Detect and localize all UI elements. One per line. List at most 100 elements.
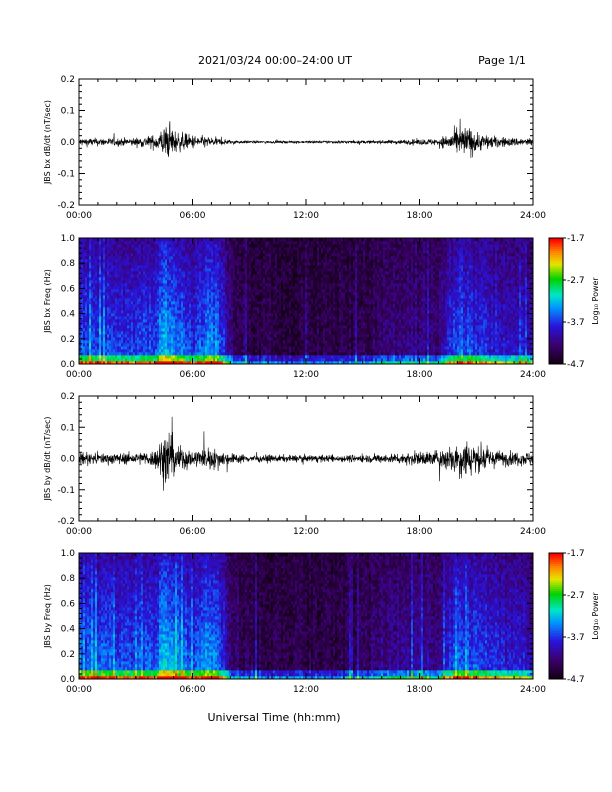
heatmap-cell (131, 268, 134, 272)
heatmap-cell (245, 358, 248, 362)
heatmap-cell (249, 295, 252, 299)
heatmap-cell (307, 304, 310, 308)
heatmap-cell (161, 289, 164, 293)
heatmap-cell (243, 307, 246, 311)
heatmap-cell (249, 316, 252, 320)
heatmap-cell (215, 316, 218, 320)
heatmap-cell (85, 361, 88, 365)
heatmap-cell (155, 355, 158, 359)
heatmap-cell (207, 295, 210, 299)
heatmap-cell (227, 274, 230, 278)
heatmap-cell (289, 343, 292, 347)
heatmap-cell (227, 268, 230, 272)
heatmap-cell (145, 340, 148, 344)
heatmap-cell (193, 289, 196, 293)
heatmap-cell (87, 250, 90, 254)
heatmap-cell (83, 313, 86, 317)
heatmap-cell (307, 358, 310, 362)
heatmap-cell (293, 325, 296, 329)
heatmap-cell (125, 334, 128, 338)
heatmap-cell (181, 310, 184, 314)
heatmap-cell (299, 259, 302, 263)
heatmap-cell (113, 298, 116, 302)
heatmap-cell (243, 259, 246, 263)
heatmap-cell (263, 250, 266, 254)
heatmap-cell (309, 328, 312, 332)
heatmap-cell (81, 352, 84, 356)
heatmap-cell (127, 244, 130, 248)
heatmap-cell (241, 238, 244, 242)
heatmap-cell (101, 241, 104, 245)
heatmap-cell (251, 301, 254, 305)
heatmap-cell (151, 301, 154, 305)
heatmap-cell (231, 268, 234, 272)
heatmap-cell (101, 271, 104, 275)
heatmap-cell (287, 343, 290, 347)
heatmap-cell (139, 358, 142, 362)
heatmap-cell (115, 355, 118, 359)
heatmap-cell (275, 247, 278, 251)
heatmap-cell (215, 289, 218, 293)
heatmap-cell (129, 313, 132, 317)
heatmap-cell (81, 280, 84, 284)
heatmap-cell (95, 358, 98, 362)
heatmap-cell (179, 274, 182, 278)
heatmap-cell (229, 289, 232, 293)
heatmap-cell (203, 361, 206, 365)
heatmap-cell (119, 319, 122, 323)
heatmap-cell (123, 238, 126, 242)
heatmap-cell (95, 319, 98, 323)
heatmap-cell (285, 361, 288, 365)
heatmap-cell (133, 286, 136, 290)
heatmap-cell (275, 349, 278, 353)
heatmap-cell (111, 298, 114, 302)
heatmap-cell (231, 337, 234, 341)
heatmap-cell (299, 250, 302, 254)
heatmap-cell (305, 325, 308, 329)
heatmap-cell (163, 355, 166, 359)
heatmap-cell (209, 307, 212, 311)
heatmap-cell (123, 292, 126, 296)
heatmap-cell (85, 265, 88, 269)
heatmap-cell (197, 301, 200, 305)
heatmap-cell (93, 280, 96, 284)
heatmap-cell (199, 253, 202, 257)
heatmap-cell (193, 271, 196, 275)
heatmap-cell (177, 298, 180, 302)
heatmap-cell (231, 313, 234, 317)
heatmap-cell (185, 289, 188, 293)
heatmap-cell (165, 304, 168, 308)
heatmap-cell (171, 280, 174, 284)
heatmap-cell (275, 256, 278, 260)
heatmap-cell (301, 253, 304, 257)
heatmap-cell (177, 295, 180, 299)
heatmap-cell (173, 241, 176, 245)
heatmap-cell (181, 250, 184, 254)
heatmap-cell (79, 349, 82, 353)
heatmap-cell (141, 361, 144, 365)
heatmap-cell (131, 361, 134, 365)
heatmap-cell (217, 322, 220, 326)
heatmap-cell (83, 292, 86, 296)
heatmap-cell (89, 277, 92, 281)
heatmap-cell (261, 253, 264, 257)
heatmap-cell (255, 277, 258, 281)
heatmap-cell (191, 277, 194, 281)
heatmap-cell (203, 358, 206, 362)
heatmap-cell (241, 289, 244, 293)
heatmap-cell (197, 316, 200, 320)
heatmap-cell (249, 241, 252, 245)
heatmap-cell (187, 274, 190, 278)
heatmap-cell (293, 361, 296, 365)
heatmap-cell (305, 268, 308, 272)
heatmap-cell (195, 349, 198, 353)
heatmap-cell (235, 328, 238, 332)
heatmap-cell (247, 322, 250, 326)
heatmap-cell (89, 289, 92, 293)
heatmap-cell (135, 295, 138, 299)
heatmap-cell (257, 358, 260, 362)
heatmap-cell (127, 307, 130, 311)
heatmap-cell (163, 253, 166, 257)
heatmap-cell (113, 316, 116, 320)
heatmap-cell (197, 256, 200, 260)
